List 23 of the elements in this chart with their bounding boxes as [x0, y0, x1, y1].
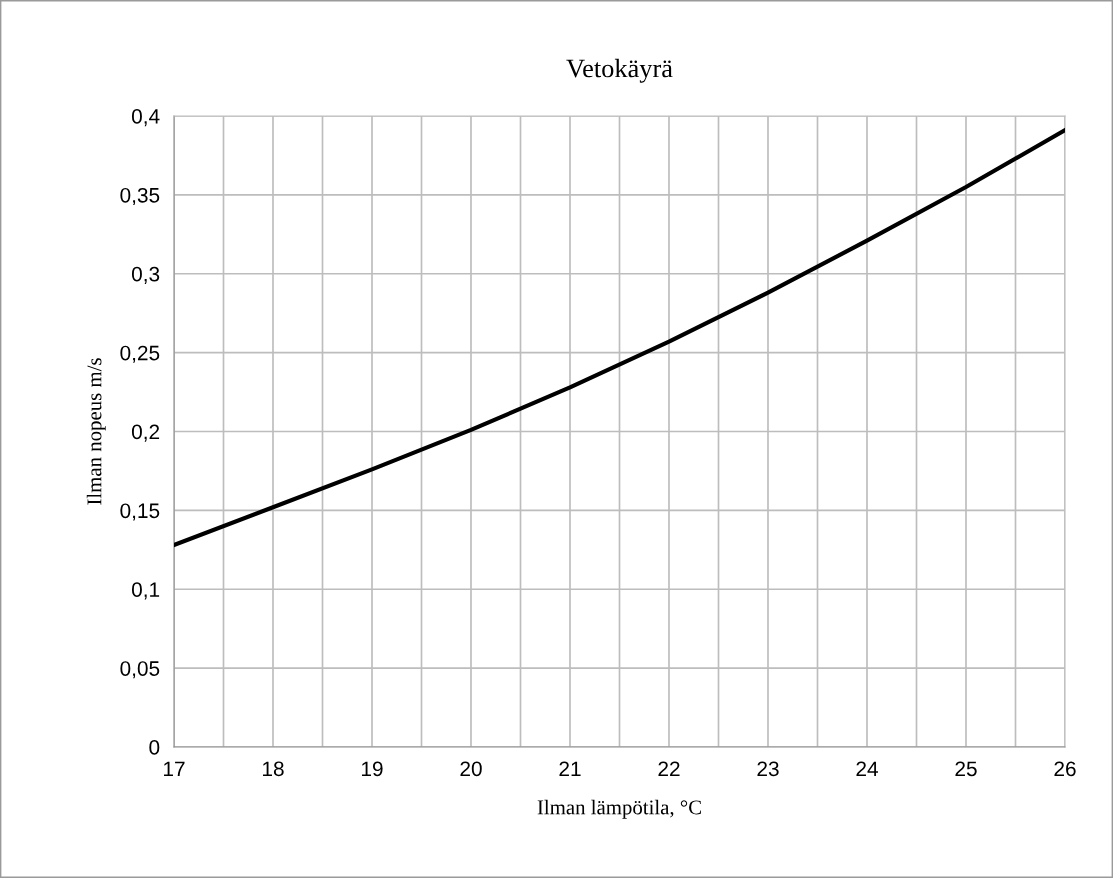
- y-tick-label: 0,4: [131, 109, 160, 127]
- y-axis-title: Ilman nopeus m/s: [86, 358, 106, 505]
- x-axis-title: Ilman lämpötila, °C: [537, 799, 701, 819]
- y-tick-label: 0,15: [120, 503, 160, 521]
- y-tick-label: 0,1: [131, 582, 160, 600]
- x-tick-label: 18: [263, 761, 284, 777]
- x-tick-label: 24: [856, 761, 878, 776]
- x-tick-label: 21: [559, 761, 581, 776]
- x-tick-label: 23: [757, 761, 779, 777]
- x-tick-label: 19: [362, 761, 383, 777]
- x-tick-label: 25: [955, 761, 977, 777]
- y-tick-label: 0,3: [131, 266, 160, 284]
- line-series: [174, 128, 1065, 548]
- y-tick-label: 0: [149, 740, 160, 755]
- x-tick-label: 17: [164, 761, 185, 776]
- y-tick-label: 0,25: [120, 345, 160, 363]
- y-tick-label: 0,35: [120, 187, 160, 206]
- chart-title: Vetokäyrä: [566, 58, 673, 83]
- x-tick-label: 20: [460, 761, 482, 777]
- y-tick-label: 0,05: [120, 661, 160, 679]
- x-tick-label: 22: [658, 761, 680, 776]
- y-tick-label: 0,2: [131, 424, 160, 442]
- x-tick-label: 26: [1054, 761, 1076, 777]
